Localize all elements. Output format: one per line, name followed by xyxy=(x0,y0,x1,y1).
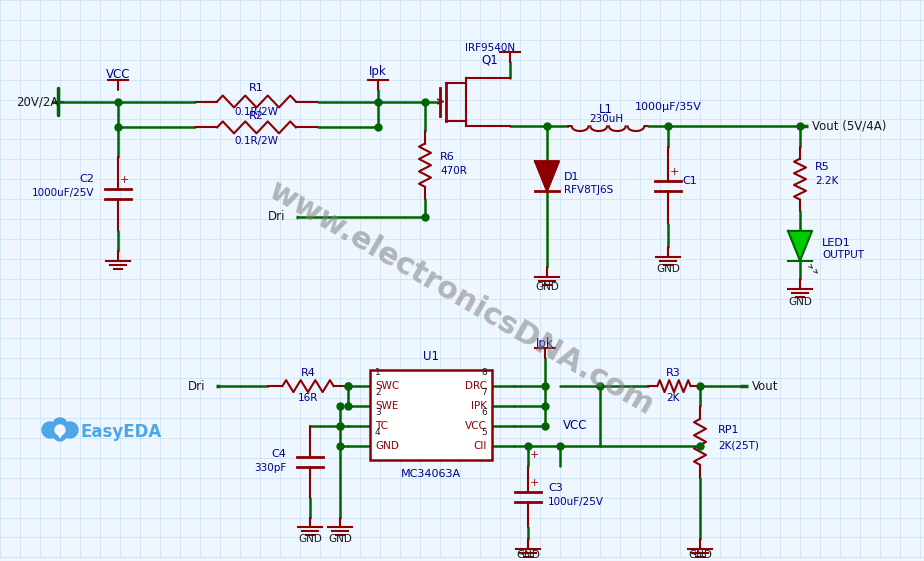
Text: D1: D1 xyxy=(564,172,579,182)
Text: Ipk: Ipk xyxy=(536,337,553,350)
Text: 470R: 470R xyxy=(440,166,467,176)
Text: OUTPUT: OUTPUT xyxy=(822,250,864,260)
Bar xyxy=(370,370,492,460)
Text: 16R: 16R xyxy=(298,393,318,403)
Circle shape xyxy=(55,425,65,435)
Text: R2: R2 xyxy=(249,112,263,121)
Text: R4: R4 xyxy=(300,368,315,378)
Text: C4: C4 xyxy=(271,449,286,459)
Polygon shape xyxy=(535,161,559,191)
Text: VCC: VCC xyxy=(563,420,588,433)
Text: RFV8TJ6S: RFV8TJ6S xyxy=(564,185,614,195)
Text: GND: GND xyxy=(328,535,352,544)
Text: 230uH: 230uH xyxy=(589,114,623,125)
Text: R6: R6 xyxy=(440,152,455,162)
Text: 0.1R/2W: 0.1R/2W xyxy=(234,136,278,146)
Text: RP1: RP1 xyxy=(718,425,739,435)
Text: R3: R3 xyxy=(665,368,680,378)
Text: 1000uF/25V: 1000uF/25V xyxy=(31,188,94,198)
Text: 7: 7 xyxy=(481,388,487,397)
Text: SWE: SWE xyxy=(375,401,398,411)
Text: MC34063A: MC34063A xyxy=(401,469,461,479)
Text: GND: GND xyxy=(788,297,812,306)
Text: GND: GND xyxy=(375,441,399,451)
Text: 6: 6 xyxy=(481,408,487,417)
Text: 100uF/25V: 100uF/25V xyxy=(548,496,604,507)
Text: EasyEDA: EasyEDA xyxy=(80,423,162,441)
Text: R1: R1 xyxy=(249,82,263,93)
Text: VCC: VCC xyxy=(465,421,487,431)
Text: 8: 8 xyxy=(481,368,487,377)
Text: 330pF: 330pF xyxy=(254,463,286,473)
Text: GND: GND xyxy=(298,535,322,544)
Text: 3: 3 xyxy=(375,408,381,417)
Text: 1: 1 xyxy=(375,368,381,377)
Text: Q1: Q1 xyxy=(481,53,498,66)
Text: Dri: Dri xyxy=(268,210,285,223)
Text: +: + xyxy=(530,450,540,460)
Text: 2: 2 xyxy=(375,388,381,397)
Text: +: + xyxy=(120,175,129,185)
Text: 2K: 2K xyxy=(666,393,680,403)
Text: TC: TC xyxy=(375,421,388,431)
Text: Vout (5V/4A): Vout (5V/4A) xyxy=(812,120,886,133)
Text: Vout: Vout xyxy=(752,380,779,393)
Text: VCC: VCC xyxy=(105,68,130,81)
Text: SWC: SWC xyxy=(375,381,399,391)
Polygon shape xyxy=(788,231,812,261)
Text: IPK: IPK xyxy=(471,401,487,411)
Text: LED1: LED1 xyxy=(822,238,851,248)
Text: CII: CII xyxy=(474,441,487,451)
Text: DRC: DRC xyxy=(465,381,487,391)
Text: C1: C1 xyxy=(682,176,697,186)
Text: 2.2K: 2.2K xyxy=(815,176,838,186)
Text: +: + xyxy=(670,167,679,177)
Text: 4: 4 xyxy=(375,428,381,437)
Text: 1000μF/35V: 1000μF/35V xyxy=(635,103,701,113)
Circle shape xyxy=(53,418,67,432)
Text: 2K(25T): 2K(25T) xyxy=(718,441,759,451)
Text: C3: C3 xyxy=(548,482,563,493)
Text: GND: GND xyxy=(535,282,559,292)
Text: C2: C2 xyxy=(79,174,94,184)
Text: U1: U1 xyxy=(423,350,439,363)
Text: Dri: Dri xyxy=(188,380,205,393)
Text: R5: R5 xyxy=(815,162,830,172)
Text: GND: GND xyxy=(517,550,540,560)
Circle shape xyxy=(42,422,58,438)
Text: GND: GND xyxy=(656,264,680,274)
Circle shape xyxy=(62,422,78,438)
Text: GND: GND xyxy=(688,550,711,560)
Text: www.electronicsDNA.com: www.electronicsDNA.com xyxy=(264,176,660,421)
Text: L1: L1 xyxy=(599,103,613,116)
Circle shape xyxy=(53,427,67,441)
Text: Ipk: Ipk xyxy=(369,65,387,78)
Text: 0.1R/2W: 0.1R/2W xyxy=(234,108,278,117)
Text: 5: 5 xyxy=(481,428,487,437)
Text: IRF9540N: IRF9540N xyxy=(465,43,515,53)
Text: +: + xyxy=(530,477,540,488)
Text: 20V/2A: 20V/2A xyxy=(16,95,58,108)
